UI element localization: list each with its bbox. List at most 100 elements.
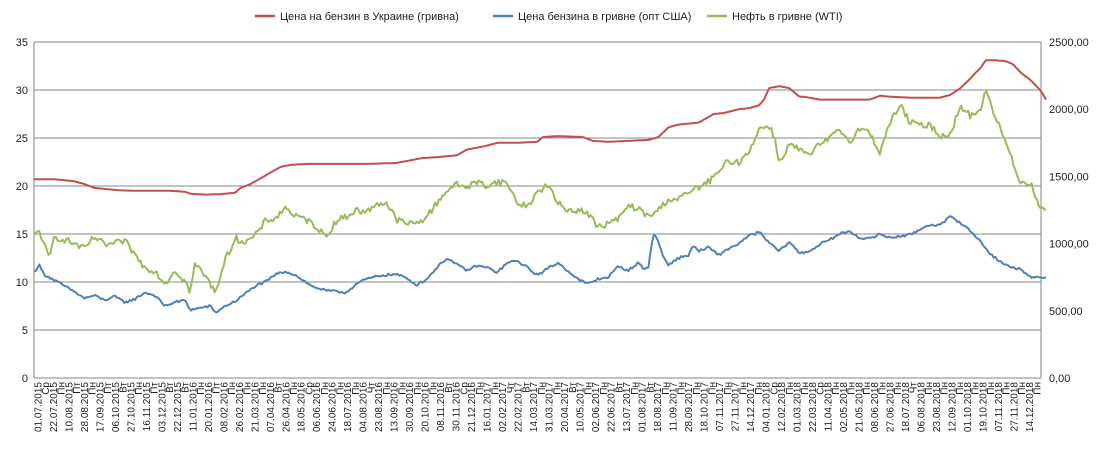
- legend-label: Цена на бензин в Украине (гривна): [280, 11, 459, 23]
- x-tick-label: 08.06.2018: [870, 382, 881, 432]
- x-tick-label: 01.07.2015: [33, 382, 44, 432]
- x-tick-label: Пт: [212, 382, 223, 394]
- x-tick-label: 07.04.2016: [266, 382, 277, 432]
- x-tick-label: 22.12.2015: [173, 382, 184, 432]
- x-tick-label: Пн: [924, 382, 935, 395]
- x-tick-label: 14.03.2017: [529, 382, 540, 432]
- x-tick-label: 31.03.2017: [545, 382, 556, 432]
- y-right-tick-label: 1500,00: [1049, 171, 1089, 183]
- x-tick-label: Пн: [258, 382, 269, 395]
- x-tick-label: Вт: [568, 382, 579, 393]
- x-tick-label: Ср: [304, 382, 315, 395]
- x-tick-label: Пн: [227, 382, 238, 395]
- x-tick-label: 26.02.2016: [235, 382, 246, 432]
- x-tick-label: Пт: [103, 382, 114, 394]
- x-tick-label: Пн: [599, 382, 610, 395]
- x-tick-label: 02.02.2017: [498, 382, 509, 432]
- x-tick-label: 22.02.2017: [514, 382, 525, 432]
- y-right-tick-label: 500,00: [1049, 306, 1083, 318]
- x-tick-label: 01.03.2018: [793, 382, 804, 432]
- x-tick-label: 07.11.2018: [994, 382, 1005, 432]
- x-tick-label: Пн: [878, 382, 889, 395]
- x-tick-label: Чт: [909, 382, 920, 394]
- x-tick-label: Пн: [1017, 382, 1028, 395]
- x-tick-label: 08.11.2016: [436, 382, 447, 432]
- x-tick-label: 28.09.2017: [684, 382, 695, 432]
- series-lines: [33, 59, 1047, 314]
- x-tick-label: Пн: [630, 382, 641, 395]
- x-tick-label: 10.05.2017: [576, 382, 587, 432]
- x-tick-label: Пн: [723, 382, 734, 395]
- y-left-tick-label: 35: [16, 37, 28, 49]
- x-tick-label: 02.06.2017: [591, 382, 602, 432]
- x-tick-label: 12.09.2018: [947, 382, 958, 432]
- x-tick-label: 01.10.2018: [963, 382, 974, 432]
- x-tick-label: 06.06.2016: [312, 382, 323, 432]
- x-tick-label: 18.07.2018: [901, 382, 912, 432]
- x-tick-label: 14.12.2018: [1025, 382, 1036, 432]
- x-tick-label: 14.12.2017: [746, 382, 757, 432]
- x-tick-label: Пн: [552, 382, 563, 395]
- x-tick-label: 17.09.2015: [95, 382, 106, 432]
- y-right-tick-label: 0,00: [1049, 373, 1070, 385]
- y-left-tick-label: 20: [16, 181, 28, 193]
- x-tick-label: Вт: [165, 382, 176, 393]
- x-tick-label: Вт: [614, 382, 625, 393]
- x-tick-label: 03.12.2015: [157, 382, 168, 432]
- x-tick-label: Чт: [506, 382, 517, 394]
- x-tick-label: Пн: [955, 382, 966, 395]
- x-tick-label: Вт: [444, 382, 455, 393]
- x-tick-label: 22.03.2018: [808, 382, 819, 432]
- y-right-tick-label: 2500,00: [1049, 37, 1089, 49]
- x-tick-label: Пн: [537, 382, 548, 395]
- x-tick-label: 20.01.2016: [204, 382, 215, 432]
- x-tick-label: 02.05.2018: [839, 382, 850, 432]
- x-tick-label: 26.04.2016: [281, 382, 292, 432]
- x-tick-label: Пн: [583, 382, 594, 395]
- x-tick-label: Пн: [335, 382, 346, 395]
- y-left-tick-label: 10: [16, 277, 28, 289]
- x-tick-label: 20.10.2016: [421, 382, 432, 432]
- x-tick-label: Вт: [274, 382, 285, 393]
- x-tick-label: Пн: [800, 382, 811, 395]
- x-tick-label: 21.12.2016: [467, 382, 478, 432]
- y-left-tick-label: 15: [16, 229, 28, 241]
- x-tick-label: Пн: [382, 382, 393, 395]
- x-tick-label: Пн: [413, 382, 424, 395]
- x-tick-label: Ср: [459, 382, 470, 395]
- x-tick-label: Пн: [940, 382, 951, 395]
- x-tick-label: 11.09.2017: [669, 382, 680, 432]
- x-tick-label: 16.01.2017: [483, 382, 494, 432]
- x-tick-label: 20.04.2017: [560, 382, 571, 432]
- x-tick-label: Вт: [119, 382, 130, 393]
- y-left-tick-label: 0: [22, 373, 28, 385]
- x-tick-label: Пн: [707, 382, 718, 395]
- x-tick-label: Пн: [692, 382, 703, 395]
- y-right-tick-label: 2000,00: [1049, 104, 1089, 116]
- x-tick-label: Пн: [351, 382, 362, 395]
- x-tick-label: 12.02.2018: [777, 382, 788, 432]
- legend-label: Цена бензина в гривне (опт США): [518, 11, 691, 23]
- y-left-tick-label: 25: [16, 133, 28, 145]
- x-tick-label: 18.10.2017: [700, 382, 711, 432]
- x-tick-label: 30.11.2016: [452, 382, 463, 432]
- x-tick-label: Ср: [41, 382, 52, 395]
- x-tick-label: Пт: [72, 382, 83, 394]
- x-tick-label: 10.08.2015: [64, 382, 75, 432]
- x-tick-label: 13.09.2016: [390, 382, 401, 432]
- x-tick-label: Пн: [134, 382, 145, 395]
- x-tick-label: Пн: [475, 382, 486, 395]
- x-tick-label: Вт: [181, 382, 192, 393]
- x-tick-label: 23.08.2018: [932, 382, 943, 432]
- x-tick-label: Пн: [676, 382, 687, 395]
- x-tick-label: 07.11.2017: [715, 382, 726, 432]
- x-tick-label: 13.07.2017: [622, 382, 633, 432]
- x-tick-label: Пн: [289, 382, 300, 395]
- series-line-2: [33, 215, 1047, 314]
- x-tick-label: Пн: [847, 382, 858, 395]
- x-tick-label: 19.10.2018: [978, 382, 989, 432]
- x-tick-label: 16.11.2015: [142, 382, 153, 432]
- x-tick-label: 18.07.2016: [343, 382, 354, 432]
